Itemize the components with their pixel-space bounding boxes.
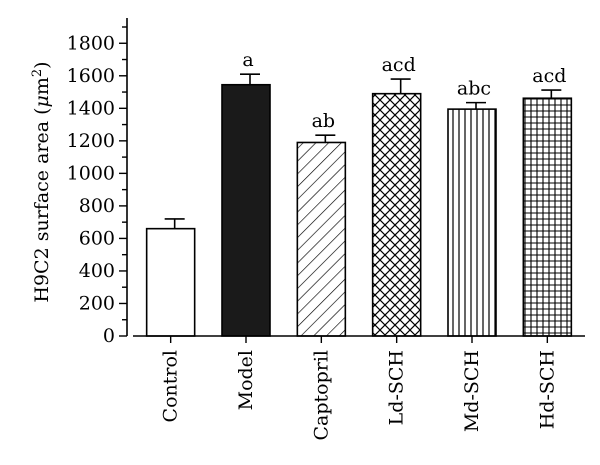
y-tick-label: 1200 — [67, 130, 115, 152]
y-axis-label-unit: m — [31, 77, 53, 95]
significance-label: acd — [532, 65, 566, 87]
x-tick-label: Md-SCH — [461, 350, 483, 432]
y-tick-label: 1000 — [67, 162, 115, 184]
x-tick-label: Model — [235, 350, 257, 410]
y-tick-label: 1800 — [67, 32, 115, 54]
bar-ld-sch — [371, 92, 422, 337]
y-axis-label-mu: μ — [31, 95, 53, 107]
y-tick-label: 400 — [79, 260, 115, 282]
y-tick-label: 800 — [79, 195, 115, 217]
y-tick-label: 200 — [79, 292, 115, 314]
significance-label: acd — [382, 54, 416, 76]
y-axis-label: H9C2 surface area (μm2) — [30, 61, 53, 302]
y-axis-label-text: H9C2 surface area ( — [31, 107, 53, 302]
y-axis-label-exponent: 2 — [30, 69, 45, 77]
significance-label: a — [242, 49, 253, 71]
x-tick-label: Ld-SCH — [386, 350, 408, 425]
y-tick-label: 0 — [103, 325, 115, 347]
bar-hd-sch — [522, 97, 573, 337]
significance-label: abc — [457, 78, 491, 100]
bar-control — [145, 227, 196, 337]
x-tick-label: Control — [160, 350, 182, 422]
x-axis: Control Model Captopril Ld-SCH Md-SCH Hd-SCH — [133, 335, 585, 441]
y-axis-label-close: ) — [31, 61, 53, 68]
x-tick-label: Captopril — [310, 350, 332, 441]
significance-label: ab — [312, 110, 336, 132]
y-axis: 0 200 400 600 800 1000 1200 1400 1600 1800 — [67, 18, 128, 347]
y-tick-label: 1600 — [67, 65, 115, 87]
bars-group: a ab acd abc acd — [145, 49, 573, 337]
bar-md-sch — [447, 108, 497, 337]
bar-captopril — [296, 141, 347, 337]
y-tick-label: 600 — [79, 227, 115, 249]
bar-model — [221, 83, 271, 337]
y-tick-label: 1400 — [67, 97, 115, 119]
x-tick-label: Hd-SCH — [536, 350, 558, 429]
